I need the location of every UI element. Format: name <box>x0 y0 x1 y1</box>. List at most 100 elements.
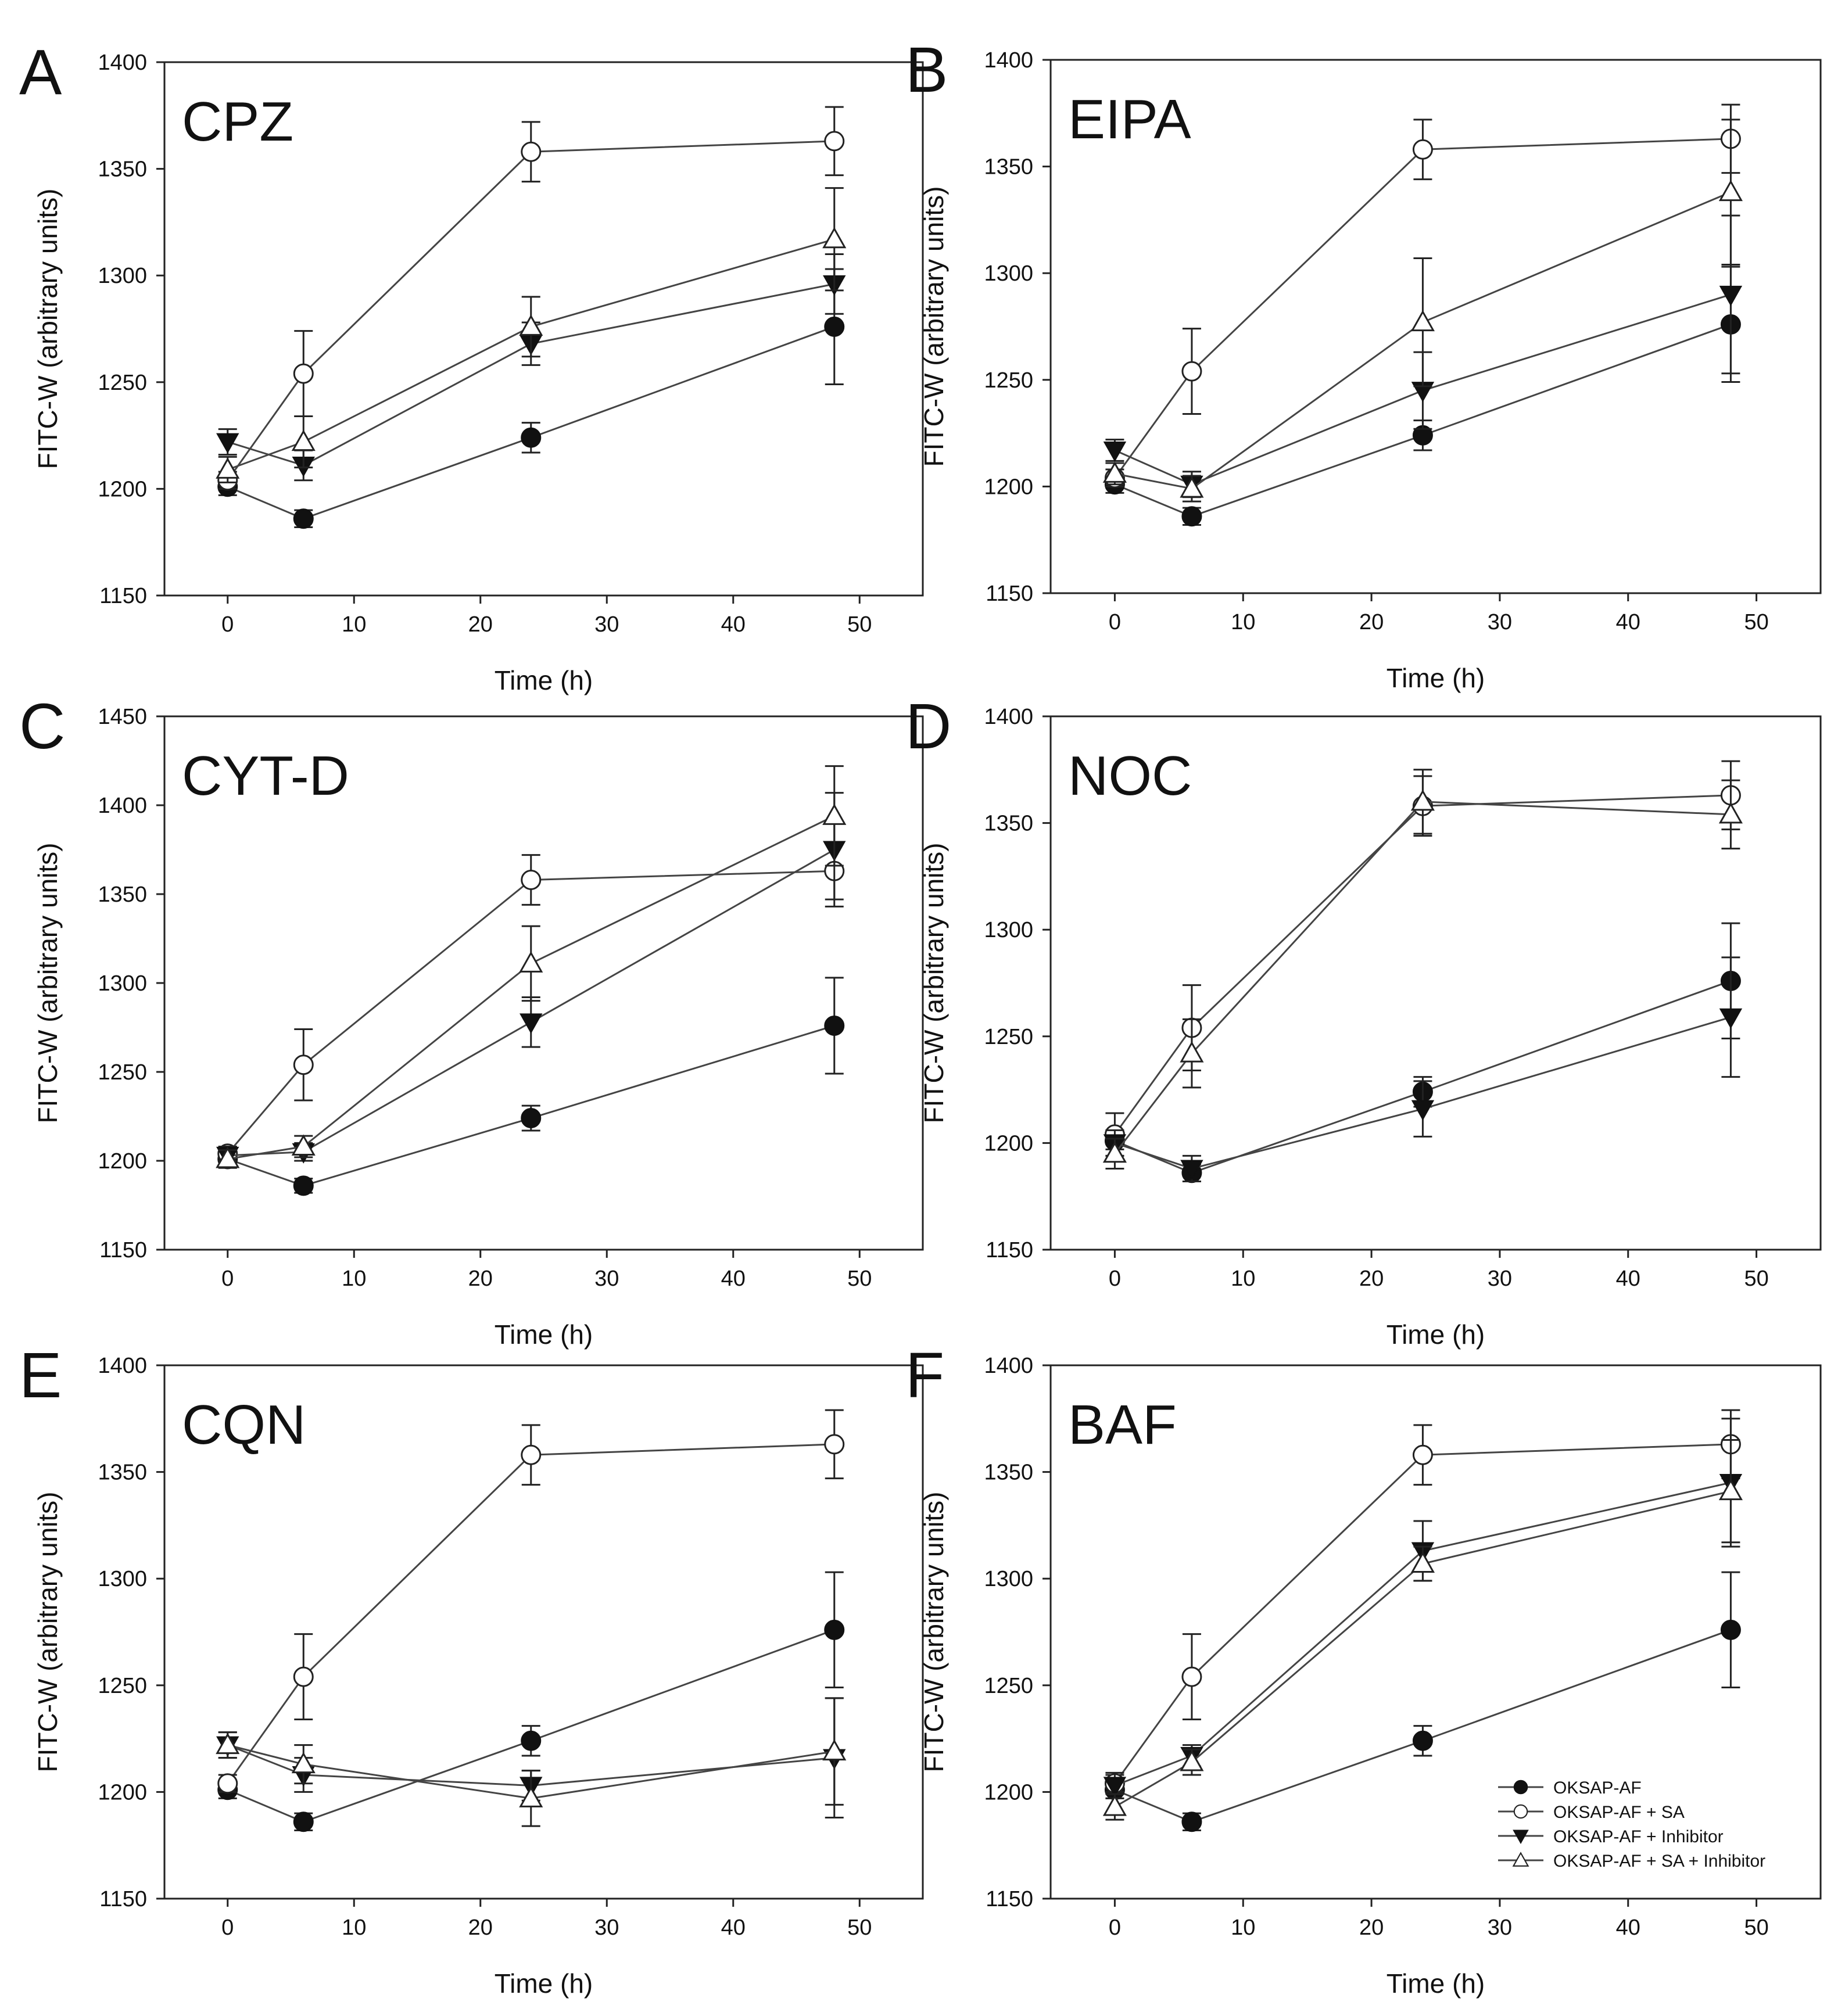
x-tick-label: 30 <box>1488 1915 1512 1940</box>
y-axis-title: FITC-W (arbitrary units) <box>919 1492 949 1773</box>
y-axis-title: FITC-W (arbitrary units) <box>919 843 949 1124</box>
legend-item: OKSAP-AF + SA + Inhibitor <box>1498 1852 1765 1871</box>
data-point <box>1180 1160 1203 1181</box>
y-tick-label: 1350 <box>984 155 1033 180</box>
data-point <box>1103 441 1127 462</box>
data-point <box>1180 1041 1204 1063</box>
panel-letter: D <box>905 691 951 762</box>
x-tick-label: 40 <box>1616 610 1640 634</box>
x-tick-label: 30 <box>594 1267 619 1291</box>
data-point <box>1181 361 1202 382</box>
series-line <box>1114 138 1731 479</box>
data-point <box>824 1619 845 1640</box>
data-point <box>1180 1749 1204 1771</box>
chart-panel-c: C CYT-D 1150 1200 1250 1300 1350 1400 1450 0 10 20 3… <box>19 691 924 1350</box>
x-tick-label: 50 <box>1744 610 1768 634</box>
legend: OKSAP-AF OKSAP-AF + SA OKSAP-AF + Inhibito… <box>1498 1778 1765 1871</box>
series-line <box>1114 1490 1731 1808</box>
data-point <box>521 141 542 162</box>
series-line <box>227 140 834 481</box>
y-tick-label: 1150 <box>99 1887 147 1911</box>
legend-label: OKSAP-AF + SA + Inhibitor <box>1553 1852 1765 1871</box>
chart-panel-b: B EIPA 1150 1200 1250 1300 1350 1400 0 10 20 30 40 50… <box>905 34 1822 693</box>
y-tick-label: 1400 <box>984 705 1033 729</box>
x-axis-title: Time (h) <box>1387 663 1485 693</box>
x-tick-label: 10 <box>342 612 366 637</box>
data-point <box>519 1786 543 1807</box>
series-line <box>1114 794 1731 1135</box>
data-point <box>824 316 845 337</box>
data-point <box>521 427 542 448</box>
legend-label: OKSAP-AF <box>1553 1778 1642 1798</box>
x-tick-label: 10 <box>342 1915 366 1940</box>
series-line <box>1114 323 1731 518</box>
x-tick-label: 40 <box>721 1267 746 1291</box>
y-tick-label: 1200 <box>984 1131 1033 1156</box>
x-tick-label: 10 <box>1231 610 1255 634</box>
plot-frame <box>163 715 924 1251</box>
x-tick-label: 0 <box>1109 1267 1121 1291</box>
legend-item: OKSAP-AF <box>1498 1778 1642 1798</box>
data-point <box>824 131 845 152</box>
y-axis-title: FITC-W (arbitrary units) <box>33 1492 63 1773</box>
x-tick-label: 20 <box>468 612 493 637</box>
x-tick-label: 50 <box>847 1267 872 1291</box>
y-tick-label: 1400 <box>984 48 1033 73</box>
series-line <box>227 870 834 1154</box>
x-tick-label: 10 <box>342 1267 366 1291</box>
series-line <box>227 849 835 1157</box>
data-point <box>291 1134 316 1156</box>
panel-letter: B <box>905 34 948 106</box>
x-tick-label: 50 <box>847 612 872 637</box>
series-triangle-up-open <box>216 1697 847 1827</box>
series-line <box>1114 801 1731 1154</box>
series-triangle-up-open <box>1102 119 1743 503</box>
data-point <box>1718 180 1743 202</box>
data-point <box>824 1015 845 1036</box>
x-tick-label: 20 <box>1359 610 1384 634</box>
x-axis-title: Time (h) <box>495 1968 593 1999</box>
legend-item: OKSAP-AF + SA <box>1498 1803 1685 1822</box>
x-tick-label: 10 <box>1231 1267 1255 1291</box>
y-tick-label: 1350 <box>984 1461 1033 1485</box>
data-point <box>521 1108 542 1129</box>
data-point <box>1181 1811 1202 1832</box>
x-axis-title: Time (h) <box>1387 1319 1485 1350</box>
y-axis-title: FITC-W (arbitrary units) <box>919 186 949 467</box>
chart-panel-a: A CPZ 1150 1200 1250 1300 1350 1400 0 10 20 30 40 50 T… <box>19 37 924 695</box>
y-tick-label: 1150 <box>99 584 147 608</box>
series-line <box>1114 1481 1731 1787</box>
series-line <box>227 1025 835 1187</box>
chart-panel-f: F BAF 1150 1200 1250 1300 1350 1400 0 10 20 30 40 50 T… <box>905 1340 1822 1999</box>
x-tick-label: 30 <box>1488 610 1512 634</box>
panel-letter: F <box>905 1340 944 1411</box>
data-point <box>1410 1551 1435 1573</box>
data-point <box>521 1444 542 1465</box>
data-point <box>216 1146 240 1168</box>
x-tick-label: 20 <box>468 1915 493 1940</box>
y-tick-label: 1150 <box>99 1238 147 1262</box>
data-point <box>824 1434 845 1455</box>
x-tick-label: 40 <box>721 612 746 637</box>
data-point <box>1103 1777 1127 1798</box>
series-line <box>1114 980 1731 1174</box>
data-point <box>519 314 543 336</box>
y-tick-label: 1300 <box>984 918 1033 942</box>
y-tick-label: 1450 <box>98 705 147 729</box>
plot-frame <box>1049 1364 1822 1900</box>
y-tick-label: 1200 <box>984 1780 1033 1805</box>
data-point <box>1410 310 1435 332</box>
legend-item: OKSAP-AF + Inhibitor <box>1498 1827 1724 1846</box>
x-tick-label: 0 <box>1109 610 1121 634</box>
y-axis-title: FITC-W (arbitrary units) <box>33 189 63 469</box>
x-tick-label: 0 <box>221 1915 234 1940</box>
y-tick-label: 1350 <box>984 812 1033 836</box>
x-tick-label: 40 <box>1616 1915 1640 1940</box>
series-triangle-up-open <box>216 765 847 1169</box>
y-tick-label: 1250 <box>98 1060 147 1085</box>
series-line <box>227 815 835 1160</box>
chart-panel-d: D NOC 1150 1200 1250 1300 1350 1400 0 10 20 30 40 50 T… <box>905 691 1822 1350</box>
y-tick-label: 1350 <box>98 1461 147 1485</box>
legend-label: OKSAP-AF + SA <box>1553 1803 1685 1822</box>
